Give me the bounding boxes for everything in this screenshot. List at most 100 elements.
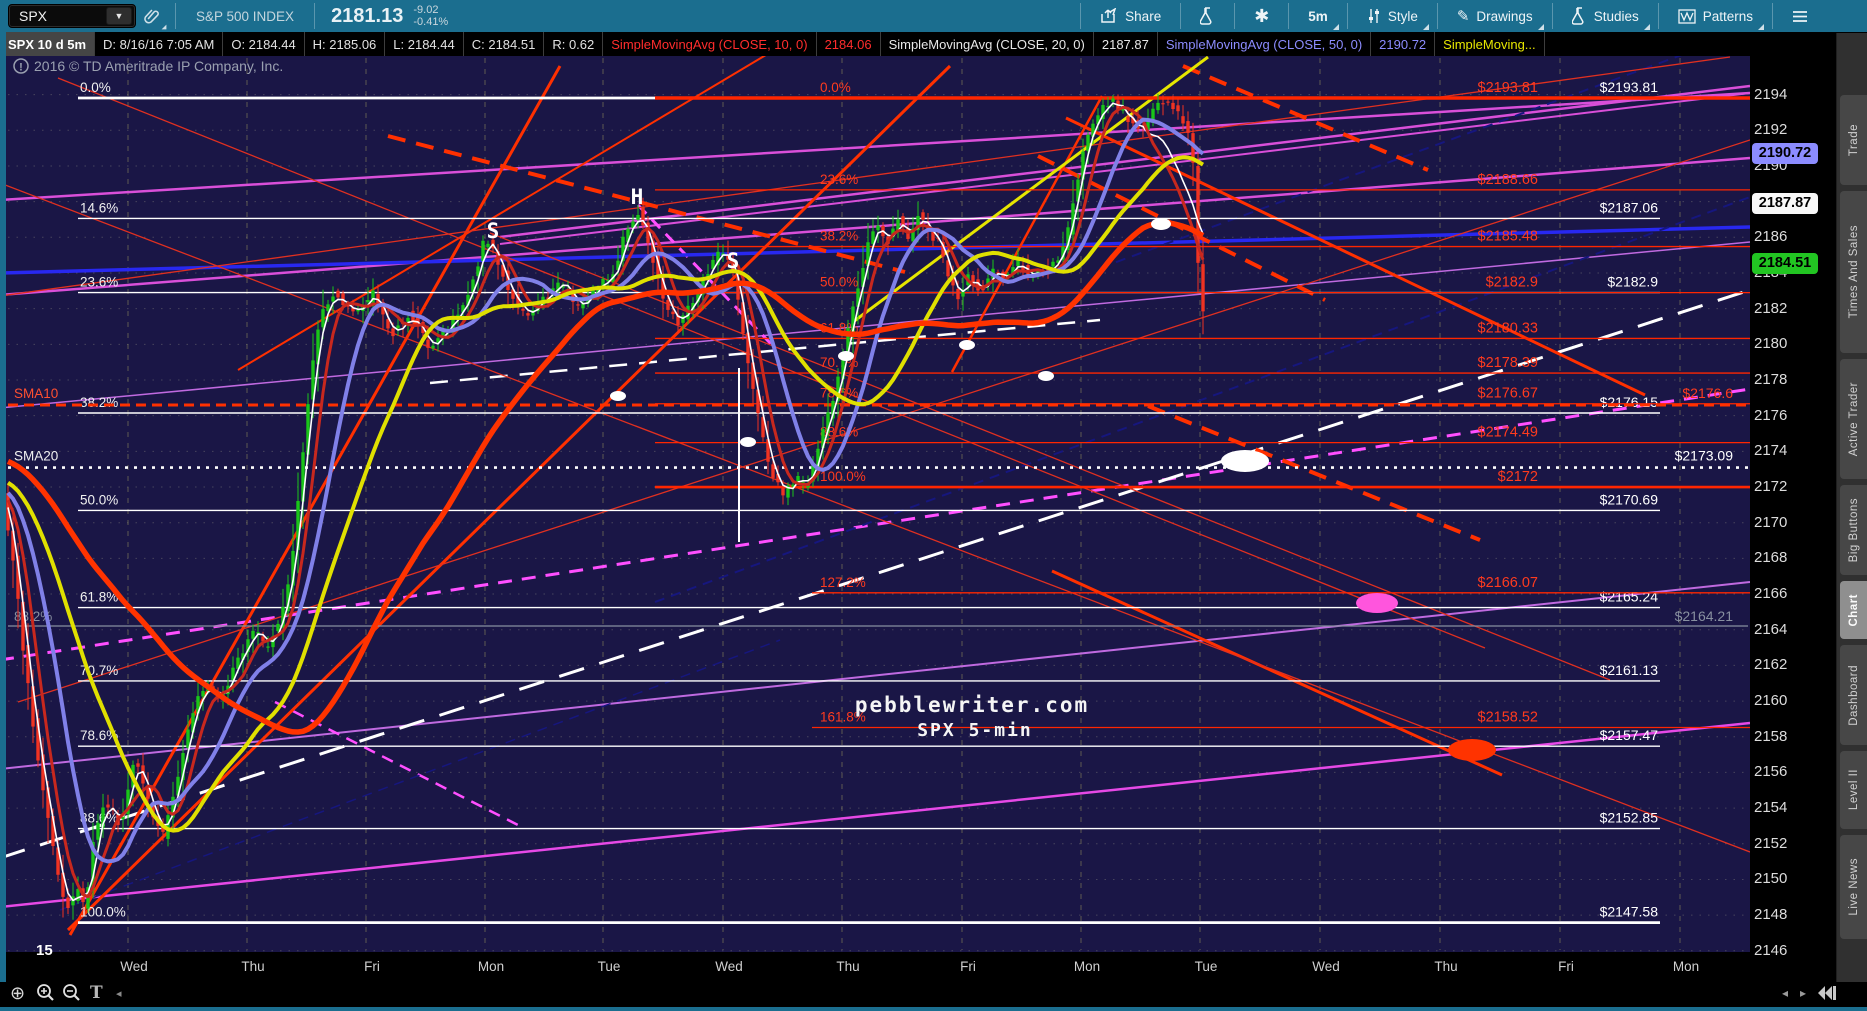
svg-text:$2174.49: $2174.49 bbox=[1478, 425, 1538, 441]
dropdown-corner bbox=[1643, 24, 1650, 30]
separator bbox=[1772, 3, 1773, 29]
svg-text:S: S bbox=[487, 219, 500, 243]
sidebar-tab-live-news[interactable]: Live News bbox=[1840, 835, 1867, 939]
symbol-description: S&P 500 INDEX bbox=[196, 8, 295, 24]
left-frame bbox=[0, 32, 6, 1007]
legend-field: H: 2185.06 bbox=[305, 32, 386, 56]
svg-text:161.8%: 161.8% bbox=[820, 709, 866, 724]
price-tick: 2186 bbox=[1754, 228, 1788, 246]
text-tool-icon[interactable]: T bbox=[90, 983, 103, 1003]
chart-legend-bar: SPX 10 d 5m D: 8/16/16 7:05 AM O: 2184.44… bbox=[0, 32, 1750, 56]
sidebar-tab-times-and-sales[interactable]: Times And Sales bbox=[1840, 191, 1867, 353]
svg-text:$2187.06: $2187.06 bbox=[1600, 199, 1659, 215]
price-axis[interactable]: 2146 2148 2150 2152 2154 2156 2158 2160 2162 2164… bbox=[1750, 33, 1836, 982]
dropdown-corner bbox=[1537, 24, 1544, 30]
scroll-left-icon[interactable]: ◂ bbox=[1782, 986, 1789, 1000]
sidebar-tab-active-trader[interactable]: Active Trader bbox=[1840, 359, 1867, 479]
menu-icon bbox=[1793, 10, 1807, 22]
day-label: Mon bbox=[1672, 959, 1700, 974]
svg-text:23.6%: 23.6% bbox=[820, 172, 858, 187]
sma50-blue bbox=[6, 117, 1205, 864]
svg-text:88.6%: 88.6% bbox=[80, 811, 118, 826]
sidebar-tab-trade[interactable]: Trade bbox=[1840, 95, 1867, 185]
svg-text:$2182.9: $2182.9 bbox=[1486, 275, 1538, 291]
share-icon bbox=[1101, 8, 1117, 23]
svg-text:100.0%: 100.0% bbox=[80, 905, 126, 920]
legend-study-label[interactable]: SimpleMovingAvg (CLOSE, 10, 0) bbox=[603, 32, 817, 56]
zoom-in-icon[interactable] bbox=[36, 983, 55, 1002]
timeframe-button[interactable]: 5m bbox=[1295, 0, 1341, 32]
price-tick: 2176 bbox=[1754, 406, 1788, 424]
svg-text:$2182.9: $2182.9 bbox=[1607, 274, 1658, 290]
axis-label-fragment: 15 bbox=[36, 942, 53, 959]
legend-study-label[interactable]: SimpleMovingAvg (CLOSE, 20, 0) bbox=[881, 32, 1094, 56]
separator bbox=[1657, 3, 1659, 29]
legend-field: C: 2184.51 bbox=[464, 32, 545, 56]
sidebar-tab-level-ii[interactable]: Level II bbox=[1840, 751, 1867, 829]
style-slider-icon bbox=[1368, 9, 1379, 23]
sidebar-tab-label: Dashboard bbox=[1847, 664, 1860, 726]
settings-button[interactable]: ✱ bbox=[1241, 0, 1282, 32]
separator bbox=[1551, 3, 1553, 29]
legend-symbol-cell[interactable]: SPX 10 d 5m bbox=[0, 32, 96, 56]
price-tick: 2148 bbox=[1754, 906, 1788, 924]
day-label: Thu bbox=[1434, 959, 1458, 974]
sidebar-tab-dashboard[interactable]: Dashboard bbox=[1840, 645, 1867, 745]
pan-tool-icon[interactable]: ⊕ bbox=[10, 983, 26, 1003]
snap-to-latest-icon[interactable] bbox=[1816, 985, 1838, 1001]
price-bubble: 2184.51 bbox=[1752, 253, 1818, 275]
svg-text:H: H bbox=[631, 185, 644, 209]
link-symbol-button[interactable] bbox=[136, 0, 169, 32]
collapse-left-icon[interactable]: ◂ bbox=[116, 988, 122, 1000]
symbol-dropdown-button[interactable]: ▼ bbox=[106, 7, 132, 25]
price-chart[interactable]: 0.0% $2193.81 14.6% $2187.06 23.6% $2182.9 38.… bbox=[6, 56, 1750, 952]
symbol-dropdown[interactable]: SPX ▼ bbox=[8, 4, 136, 28]
legend-study-value: 2190.72 bbox=[1371, 32, 1436, 56]
sidebar-tab-big-buttons[interactable]: Big Buttons bbox=[1840, 485, 1867, 575]
svg-text:23.6%: 23.6% bbox=[80, 275, 118, 290]
day-label: Wed bbox=[1312, 959, 1340, 974]
svg-text:$2161.13: $2161.13 bbox=[1600, 662, 1659, 678]
legend-study-label[interactable]: SimpleMoving... bbox=[1435, 32, 1545, 56]
scroll-right-icon[interactable]: ▸ bbox=[1800, 986, 1807, 1000]
legend-ohlc-fields: D: 8/16/16 7:05 AM O: 2184.44 H: 2185.06 L:… bbox=[95, 32, 604, 56]
day-label: Tue bbox=[597, 959, 621, 974]
zoom-out-icon[interactable] bbox=[62, 983, 81, 1002]
chart-canvas[interactable]: 0.0% $2193.81 14.6% $2187.06 23.6% $2182.9 38.… bbox=[6, 56, 1750, 952]
price-tick: 2180 bbox=[1754, 335, 1788, 353]
svg-text:SPX 5-min: SPX 5-min bbox=[917, 720, 1033, 741]
sidebar-tab-chart[interactable]: Chart bbox=[1840, 581, 1867, 639]
separator bbox=[175, 3, 176, 29]
price-tick: 2150 bbox=[1754, 870, 1788, 888]
price-tick: 2164 bbox=[1754, 620, 1788, 638]
change-value: -9.02 bbox=[413, 4, 439, 16]
share-button[interactable]: Share bbox=[1087, 0, 1174, 32]
style-button[interactable]: Style bbox=[1354, 0, 1431, 32]
day-label: Thu bbox=[241, 959, 265, 974]
patterns-label: Patterns bbox=[1702, 8, 1753, 24]
svg-text:0.0%: 0.0% bbox=[80, 80, 111, 95]
sidebar-tab-label: Times And Sales bbox=[1847, 225, 1860, 319]
patterns-button[interactable]: Patterns bbox=[1665, 0, 1766, 32]
studies-button[interactable]: Studies bbox=[1559, 0, 1652, 32]
svg-text:$2173.09: $2173.09 bbox=[1675, 448, 1734, 464]
svg-text:$2165.24: $2165.24 bbox=[1600, 589, 1659, 605]
legend-studies: SimpleMovingAvg (CLOSE, 10, 0) 2184.06 Sim… bbox=[603, 32, 1545, 56]
dropdown-corner bbox=[1758, 24, 1764, 30]
pencil-icon: ✎ bbox=[1456, 8, 1470, 25]
legend-study-label[interactable]: SimpleMovingAvg (CLOSE, 50, 0) bbox=[1158, 32, 1372, 56]
symbol-input[interactable]: SPX bbox=[19, 8, 48, 24]
svg-text:78.6%: 78.6% bbox=[80, 728, 118, 743]
sidebar-tabs: Trade Times And Sales Active Trader Big But… bbox=[1836, 33, 1867, 1007]
menu-button[interactable] bbox=[1779, 0, 1821, 32]
sidebar-tab-label: Big Buttons bbox=[1847, 497, 1860, 563]
drawings-label: Drawings bbox=[1476, 8, 1533, 24]
svg-text:$2193.81: $2193.81 bbox=[1600, 79, 1659, 95]
svg-text:SMA20: SMA20 bbox=[14, 449, 58, 464]
analysis-tools-button[interactable] bbox=[1187, 0, 1228, 32]
day-label: Tue bbox=[1194, 959, 1218, 974]
price-tick: 2154 bbox=[1754, 799, 1788, 817]
sidebar-tab-label: Active Trader bbox=[1847, 381, 1860, 457]
legend-field: D: 8/16/16 7:05 AM bbox=[95, 32, 224, 56]
drawings-button[interactable]: ✎ Drawings bbox=[1444, 0, 1546, 32]
